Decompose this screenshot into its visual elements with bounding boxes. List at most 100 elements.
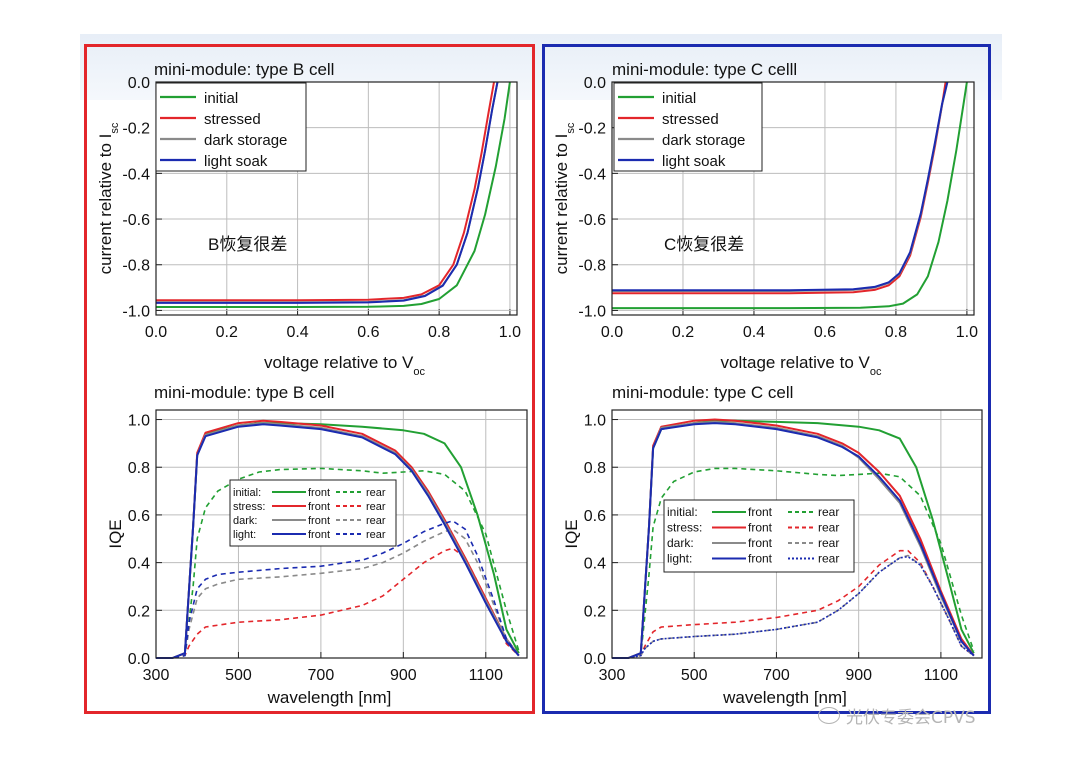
x-tick-label: 900 (390, 667, 417, 684)
series-line-light-rear (612, 555, 975, 659)
y-tick-label: 0.6 (128, 508, 150, 525)
x-tick-label: 0.4 (743, 324, 765, 341)
y-tick-label: 0.8 (128, 460, 150, 477)
y-tick-label: -0.2 (578, 121, 606, 138)
x-axis-label-sub: oc (413, 366, 425, 378)
legend-label: initial (662, 90, 696, 107)
iqe_c-chart: mini-module: type C cell 300 500 700 900 1100… (562, 383, 983, 707)
legend-label: stressed (662, 111, 719, 128)
y-axis-label-main: current relative to I (96, 134, 115, 275)
y-tick-label: 0.4 (584, 556, 606, 573)
legend-rear-label: rear (818, 536, 839, 550)
y-tick-label: 0.4 (128, 556, 150, 573)
y-tick-label: 0.0 (128, 75, 150, 92)
legend-box (229, 479, 397, 547)
watermark: 光伏专委会CPVS (818, 703, 976, 728)
y-axis-label-main: current relative to I (552, 134, 571, 275)
y-tick-label: -0.6 (578, 212, 606, 229)
plot-frame (155, 81, 518, 316)
series-line-initial (156, 81, 511, 308)
x-tick-label: 1.0 (499, 324, 521, 341)
x-tick-label: 1100 (924, 667, 959, 684)
legend-row-label: light: (667, 552, 692, 566)
legend-row-label: dark: (233, 515, 257, 527)
legend-rear-label: rear (366, 515, 386, 527)
legend-label: light soak (204, 153, 268, 170)
y-tick-label: -0.4 (122, 166, 150, 183)
x-axis-label-sub: oc (870, 366, 882, 378)
legend-rear-label: rear (818, 521, 839, 535)
chart-title: mini-module: type C celll (612, 60, 797, 79)
y-tick-label: 0.0 (584, 75, 606, 92)
y-tick-label: 0.0 (128, 651, 150, 668)
x-tick-label: 1.0 (956, 324, 978, 341)
legend-rear-label: rear (818, 552, 839, 566)
plot-frame (611, 81, 975, 316)
y-tick-label: 1.0 (584, 413, 606, 430)
legend-front-label: front (308, 515, 330, 527)
legend-front-label: front (308, 529, 330, 541)
x-tick-label: 0.4 (286, 324, 308, 341)
legend-rear-label: rear (366, 487, 386, 499)
x-tick-label: 300 (143, 667, 170, 684)
y-tick-label: -0.2 (122, 121, 150, 138)
y-tick-label: -0.6 (122, 212, 150, 229)
y-tick-label: 0.8 (584, 460, 606, 477)
x-tick-label: 0.8 (428, 324, 450, 341)
chart-annotation: B恢复很差 (208, 235, 287, 254)
y-tick-label: -1.0 (578, 303, 606, 320)
type-c-highlight-frame (542, 44, 991, 714)
y-axis-label: current relative to Isc (552, 122, 577, 274)
series-line-initial (612, 81, 968, 310)
x-tick-label: 900 (845, 667, 872, 684)
series-line-dark-rear (156, 528, 520, 659)
y-axis-label: IQE (562, 519, 581, 548)
legend-front-label: front (308, 487, 330, 499)
legend-rear-label: rear (818, 505, 839, 519)
legend-rear-label: rear (366, 501, 386, 513)
legend-row-label: light: (233, 529, 256, 541)
legend-label: dark storage (204, 132, 287, 149)
series-line-stressed-rear (156, 547, 520, 659)
y-tick-label: 0.2 (584, 603, 606, 620)
x-axis-label: wavelength [nm] (722, 688, 847, 707)
y-tick-label: 1.0 (128, 413, 150, 430)
x-axis-label-main: voltage relative to V (721, 353, 871, 372)
series-line-initial-rear (156, 467, 520, 659)
y-tick-label: 0.0 (584, 651, 606, 668)
legend-front-label: front (308, 501, 330, 513)
series-line-light-front (156, 423, 520, 659)
wechat-icon (818, 707, 840, 724)
iqe_b-chart: mini-module: type B cell 300 500 700 900 1100… (106, 383, 528, 707)
series-line-initial-rear (612, 467, 975, 659)
x-tick-label: 0.2 (672, 324, 694, 341)
series-line-light-front (612, 422, 975, 659)
legend-label: initial (204, 90, 238, 107)
legend-label: light soak (662, 153, 726, 170)
x-axis-label: wavelength [nm] (267, 688, 392, 707)
y-tick-label: -0.8 (122, 258, 150, 275)
x-axis-label-main: voltage relative to V (264, 353, 414, 372)
series-line-light-rear (156, 520, 520, 659)
y-tick-label: -1.0 (122, 303, 150, 320)
x-tick-label: 0.0 (145, 324, 167, 341)
x-axis-label: voltage relative to Voc (264, 353, 425, 378)
x-axis-label: voltage relative to Voc (721, 353, 882, 378)
y-tick-label: -0.8 (578, 258, 606, 275)
series-line-light-soak (612, 81, 949, 292)
y-tick-label: -0.4 (578, 166, 606, 183)
x-tick-label: 500 (225, 667, 252, 684)
x-tick-label: 0.6 (814, 324, 836, 341)
x-tick-label: 0.6 (357, 324, 379, 341)
legend-row-label: initial: (233, 487, 261, 499)
legend-rear-label: rear (366, 529, 386, 541)
x-tick-label: 700 (308, 667, 335, 684)
legend-row-label: stress: (667, 521, 702, 535)
legend-front-label: front (748, 552, 773, 566)
legend-box (663, 499, 855, 573)
iv_c-chart: mini-module: type C celll 0.0 0.2 0.4 0.6 0.8… (552, 60, 978, 378)
y-tick-label: 0.2 (128, 603, 150, 620)
legend-label: stressed (204, 111, 261, 128)
